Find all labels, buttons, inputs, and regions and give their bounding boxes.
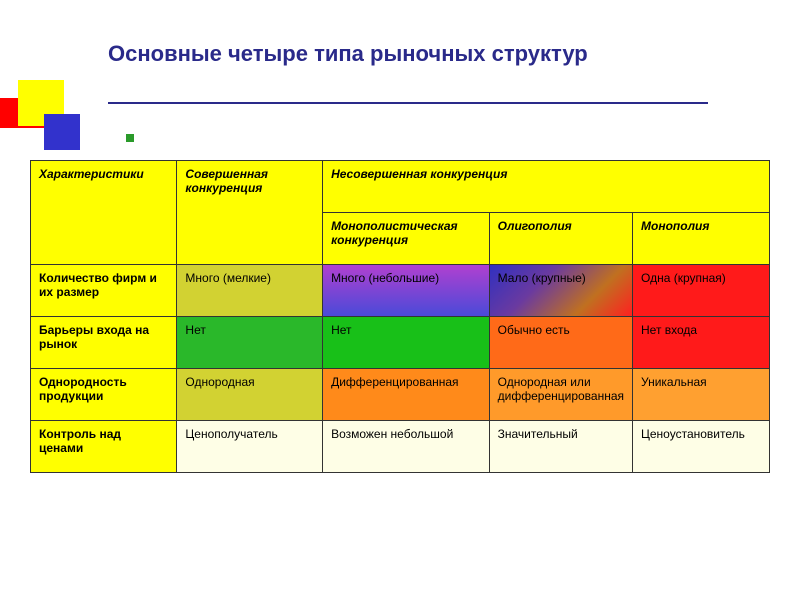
cell: Нет входа [633, 317, 770, 369]
cell-text: Мало (крупные) [498, 271, 586, 285]
col-characteristics: Характеристики [31, 161, 177, 265]
cell-text: Много (небольшие) [331, 271, 439, 285]
cell: Однородная [177, 369, 323, 421]
col-perfect: Совершенная конкуренция [177, 161, 323, 265]
bullet-icon [126, 134, 134, 142]
row-label: Контроль над ценами [31, 421, 177, 473]
row-label: Однородность продукции [31, 369, 177, 421]
cell: Однородная или дифференцированная [489, 369, 632, 421]
row-label: Барьеры входа на рынок [31, 317, 177, 369]
row-label: Количество фирм и их размер [31, 265, 177, 317]
cell: Дифференцированная [323, 369, 490, 421]
col-monopoly: Монополия [633, 213, 770, 265]
cell: Одна (крупная) [633, 265, 770, 317]
deco-blue-block [44, 114, 80, 150]
cell: Ценоустановитель [633, 421, 770, 473]
table-row: Количество фирм и их размер Много (мелки… [31, 265, 770, 317]
col-imperfect: Несовершенная конкуренция [323, 161, 770, 213]
cell: Много (мелкие) [177, 265, 323, 317]
cell: Нет [177, 317, 323, 369]
cell: Значительный [489, 421, 632, 473]
cell: Много (небольшие) [323, 265, 490, 317]
table-row: Контроль над ценами Ценополучатель Возмо… [31, 421, 770, 473]
cell: Возможен небольшой [323, 421, 490, 473]
cell: Ценополучатель [177, 421, 323, 473]
cell: Нет [323, 317, 490, 369]
table-row: Барьеры входа на рынок Нет Нет Обычно ес… [31, 317, 770, 369]
page-title: Основные четыре типа рыночных структур [108, 40, 668, 68]
cell: Обычно есть [489, 317, 632, 369]
col-oligo: Олигополия [489, 213, 632, 265]
market-structures-table: Характеристики Совершенная конкуренция Н… [30, 160, 770, 473]
title-underline [108, 102, 708, 104]
cell: Уникальная [633, 369, 770, 421]
cell: Мало (крупные) [489, 265, 632, 317]
table-row: Однородность продукции Однородная Диффер… [31, 369, 770, 421]
col-mono-comp: Монополистическая конкуренция [323, 213, 490, 265]
